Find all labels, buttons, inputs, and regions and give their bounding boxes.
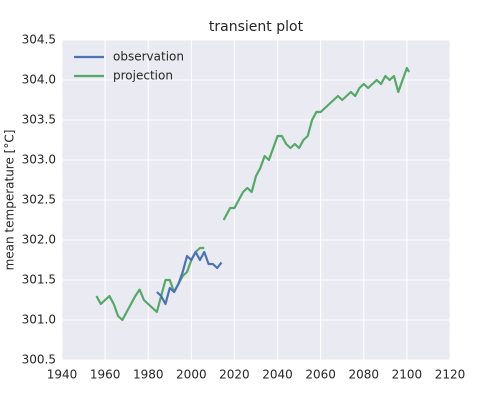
x-tick-label: 1960 — [90, 368, 121, 382]
x-tick-label: 1980 — [133, 368, 164, 382]
x-tick-label: 2020 — [219, 368, 250, 382]
x-tick-label: 2080 — [349, 368, 380, 382]
y-tick-label: 301.0 — [22, 313, 56, 327]
y-tick-label: 304.0 — [22, 73, 56, 87]
y-tick-label: 303.5 — [22, 113, 56, 127]
x-tick-label: 2060 — [305, 368, 336, 382]
chart-title: transient plot — [209, 19, 304, 35]
y-tick-label: 301.5 — [22, 273, 56, 287]
x-tick-label: 2000 — [176, 368, 207, 382]
line-series — [95, 66, 411, 322]
x-tick-label: 2100 — [392, 368, 423, 382]
y-tick-label: 303.0 — [22, 153, 56, 167]
legend-label: observation — [113, 50, 184, 64]
y-tick-label: 300.5 — [22, 353, 56, 367]
x-tick-label: 1940 — [47, 368, 78, 382]
legend-label: projection — [113, 69, 173, 83]
line-series — [156, 250, 223, 306]
y-tick-label: 302.0 — [22, 233, 56, 247]
y-axis-label: mean temperature [°C] — [3, 130, 17, 271]
y-tick-label: 302.5 — [22, 193, 56, 207]
x-tick-label: 2040 — [262, 368, 293, 382]
y-tick-label: 304.5 — [22, 33, 56, 47]
x-tick-label: 2120 — [435, 368, 466, 382]
